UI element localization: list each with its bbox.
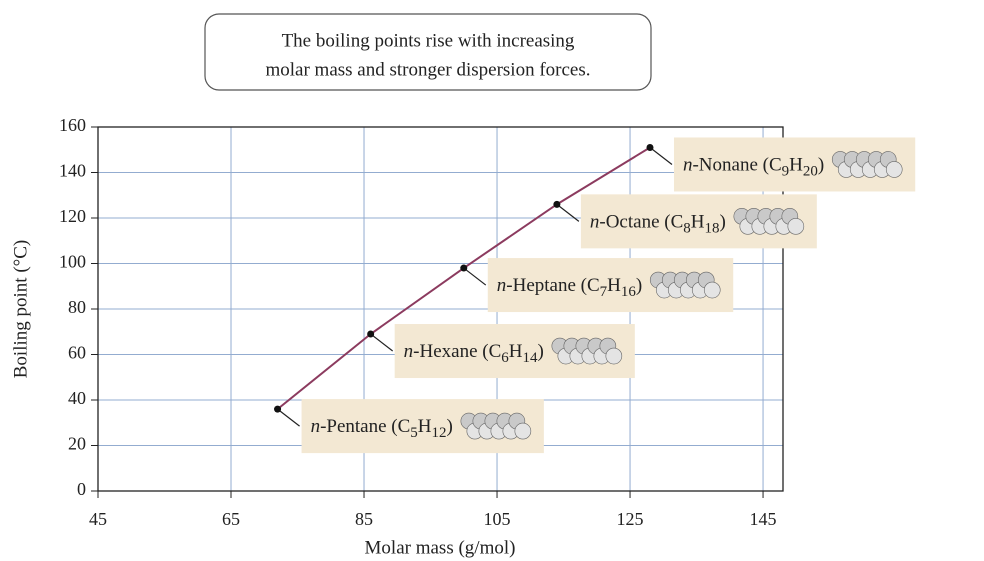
molecule-atom	[514, 422, 532, 440]
label-part: 20	[803, 164, 818, 180]
molecule-atom	[885, 161, 903, 178]
point-label: n-Nonane (C9H20)	[683, 155, 824, 180]
label-part: 6	[501, 350, 509, 366]
y-axis-label: Boiling point (°C)	[10, 240, 31, 379]
label-part: )	[447, 416, 453, 437]
label-part: H	[418, 416, 432, 437]
label-part: 14	[523, 350, 539, 366]
data-point	[367, 330, 375, 338]
label-part: 12	[432, 426, 447, 442]
x-tick-label: 85	[355, 509, 373, 529]
label-part: n	[311, 416, 321, 437]
molecule-atom	[787, 218, 805, 235]
molecule-atom	[605, 347, 623, 365]
label-part: H	[789, 155, 803, 176]
label-part: n	[404, 341, 414, 362]
data-point	[460, 264, 468, 272]
label-part: 8	[683, 221, 691, 237]
y-tick-label: 160	[59, 115, 86, 135]
annotation-box	[204, 13, 652, 91]
x-tick-label: 125	[617, 509, 644, 529]
data-point	[553, 200, 561, 208]
y-tick-label: 120	[59, 206, 86, 226]
data-point	[274, 405, 282, 413]
leader-line	[649, 147, 673, 165]
x-tick-label: 45	[89, 509, 107, 529]
label-part: n	[683, 155, 693, 176]
annotation-line: The boiling points rise with increasing	[282, 30, 575, 51]
label-part: -Hexane (C	[413, 341, 501, 362]
label-part: 18	[705, 221, 720, 237]
y-tick-label: 140	[59, 161, 86, 181]
x-tick-label: 65	[222, 509, 240, 529]
label-part: 7	[600, 284, 608, 300]
y-tick-label: 0	[77, 479, 86, 499]
point-label: n-Octane (C8H18)	[590, 212, 726, 237]
leader-line	[370, 333, 394, 352]
data-point	[646, 143, 654, 151]
label-part: )	[818, 155, 824, 176]
label-part: -Pentane (C	[320, 416, 410, 437]
label-part: -Nonane (C	[692, 155, 781, 176]
y-tick-label: 100	[59, 252, 86, 272]
label-part: )	[636, 275, 642, 296]
label-part: n	[497, 275, 507, 296]
x-tick-label: 145	[750, 509, 777, 529]
molecule-atom	[703, 281, 721, 299]
y-tick-label: 40	[68, 388, 86, 408]
leader-line	[463, 267, 487, 286]
point-label: n-Hexane (C6H14)	[404, 341, 544, 366]
label-part: H	[607, 275, 621, 296]
x-axis-label: Molar mass (g/mol)	[365, 537, 516, 558]
y-tick-label: 60	[68, 343, 86, 363]
label-part: H	[691, 212, 705, 233]
label-part: 9	[782, 164, 790, 180]
label-part: )	[538, 341, 544, 362]
y-tick-label: 80	[68, 297, 86, 317]
x-tick-label: 105	[484, 509, 511, 529]
annotation-line: molar mass and stronger dispersion force…	[265, 59, 590, 80]
point-label: n-Pentane (C5H12)	[311, 416, 453, 441]
label-part: -Heptane (C	[506, 275, 599, 296]
point-label: n-Heptane (C7H16)	[497, 275, 642, 300]
label-part: -Octane (C	[599, 212, 683, 233]
label-part: H	[509, 341, 523, 362]
label-part: )	[720, 212, 726, 233]
label-part: 16	[621, 284, 637, 300]
plot-frame	[97, 126, 784, 492]
leader-line	[277, 408, 300, 427]
leader-line	[556, 203, 580, 222]
label-part: n	[590, 212, 600, 233]
y-tick-label: 20	[68, 434, 86, 454]
label-part: 5	[410, 426, 418, 442]
